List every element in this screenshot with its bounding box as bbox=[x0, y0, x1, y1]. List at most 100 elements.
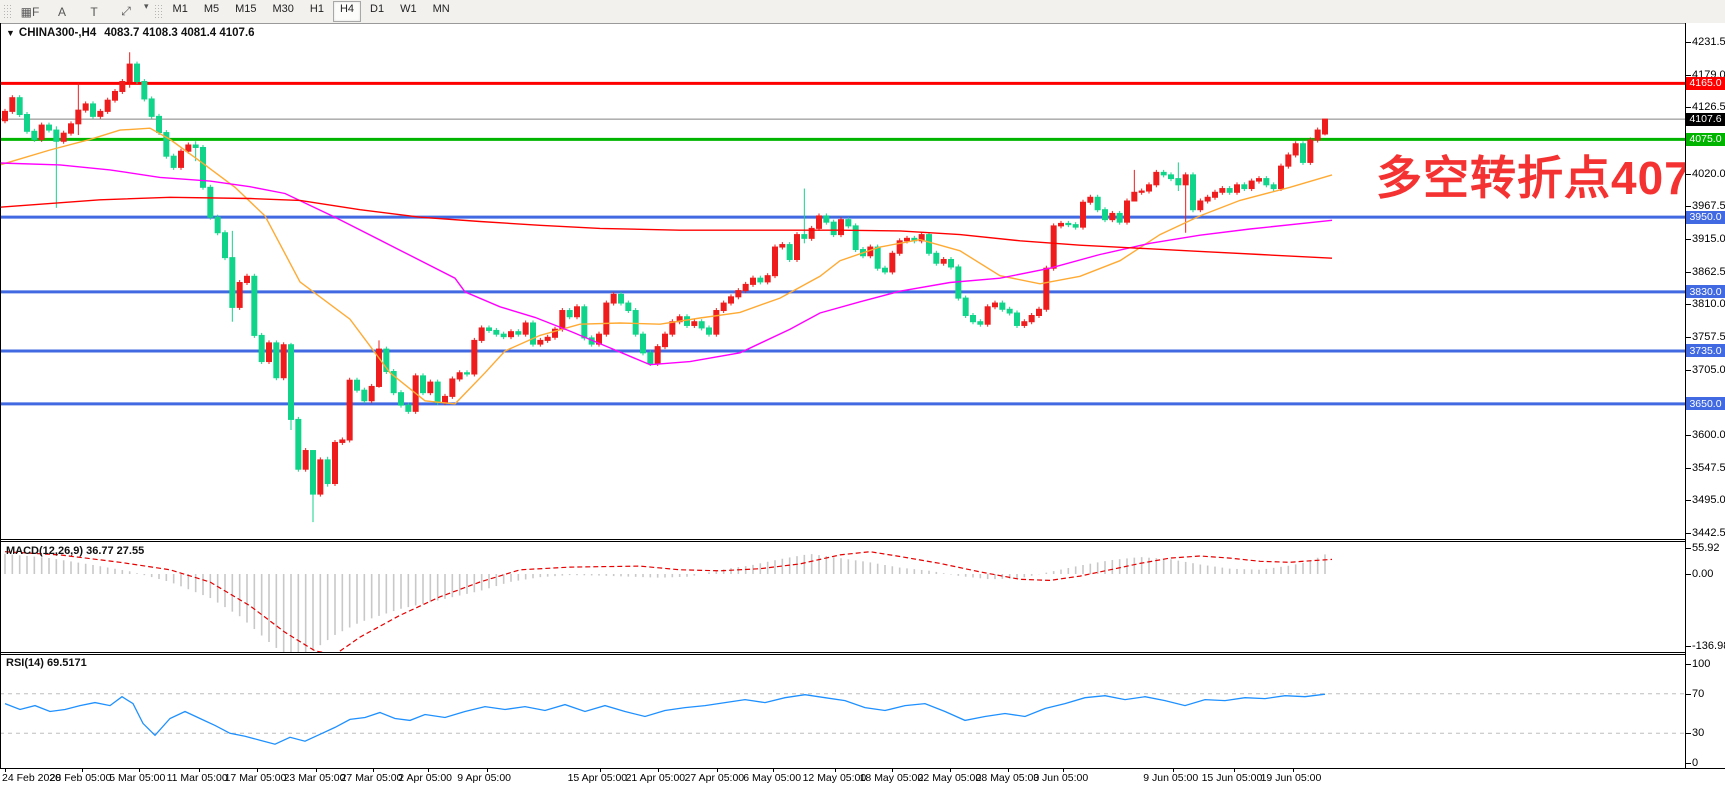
candle-body bbox=[354, 379, 360, 391]
candle-body bbox=[1094, 196, 1101, 211]
candle-body bbox=[1270, 184, 1277, 190]
tick-mark bbox=[1686, 238, 1691, 240]
time-label: 24 Feb 2020 bbox=[2, 772, 61, 784]
candle-body bbox=[1234, 184, 1240, 193]
candle-body bbox=[1138, 190, 1145, 193]
time-tick-mark bbox=[199, 769, 200, 772]
panel-splitter-rsi[interactable] bbox=[0, 652, 1725, 653]
price-tick-3810.0: 3810.0 bbox=[1692, 298, 1725, 311]
toolbar-grip-2[interactable] bbox=[153, 3, 162, 20]
candle-body bbox=[1028, 315, 1035, 323]
time-label: 28 Feb 05:00 bbox=[49, 772, 112, 784]
price-tick-4126.5: 4126.5 bbox=[1692, 101, 1725, 114]
candle-body bbox=[772, 246, 778, 277]
price-tick-3705.0: 3705.0 bbox=[1692, 363, 1725, 376]
macd-signal-line bbox=[4, 551, 1333, 652]
candle-body bbox=[383, 348, 390, 373]
price-tick-3442.5: 3442.5 bbox=[1692, 526, 1725, 539]
candle-body bbox=[933, 252, 940, 264]
timeframe-button-m30[interactable]: M30 bbox=[272, 3, 294, 15]
time-tick-mark bbox=[1234, 769, 1235, 772]
chart-title: ▼ CHINA300-,H4 4083.7 4108.3 4081.4 4107.6 bbox=[6, 27, 255, 39]
candle-body bbox=[603, 302, 610, 335]
candle-body bbox=[684, 316, 690, 326]
candle-body bbox=[999, 302, 1006, 310]
tick-mark bbox=[1686, 336, 1691, 338]
time-tick-mark bbox=[1008, 769, 1009, 772]
timeframe-button-h4[interactable]: H4 bbox=[332, 1, 362, 22]
candle-body bbox=[310, 450, 316, 495]
timeframe-button-mn[interactable]: MN bbox=[432, 3, 450, 15]
timeframe-button-w1[interactable]: W1 bbox=[400, 3, 417, 15]
candle-body bbox=[1219, 188, 1226, 193]
tick-mark bbox=[1686, 173, 1691, 175]
candle-body bbox=[1226, 188, 1233, 193]
candle-body bbox=[1241, 184, 1248, 190]
candle-body bbox=[1109, 212, 1116, 221]
candle-body bbox=[449, 378, 456, 397]
candle-body bbox=[1256, 178, 1262, 182]
candle-body bbox=[698, 321, 705, 329]
time-label: 28 May 05:00 bbox=[975, 772, 1040, 784]
font-a-icon[interactable]: A bbox=[57, 4, 66, 19]
price-tick-3967.5: 3967.5 bbox=[1692, 200, 1725, 213]
toolbar-grip[interactable] bbox=[3, 3, 11, 20]
candle-body bbox=[207, 186, 214, 218]
candle-body bbox=[229, 257, 236, 308]
candle-body bbox=[544, 336, 551, 341]
macd-panel-canvas[interactable] bbox=[0, 542, 1686, 652]
time-label: 15 Jun 05:00 bbox=[1201, 772, 1263, 784]
time-label: 12 May 05:00 bbox=[802, 772, 867, 784]
rsi-panel-canvas[interactable] bbox=[0, 655, 1686, 768]
timeframe-button-h1[interactable]: H1 bbox=[309, 3, 324, 15]
crosshair-arrows-icon[interactable]: ⤢ bbox=[121, 4, 131, 18]
candle-body bbox=[222, 232, 228, 259]
candle-body bbox=[750, 277, 756, 285]
price-tick-3600.0: 3600.0 bbox=[1692, 428, 1725, 441]
tick-mark bbox=[1686, 271, 1691, 273]
symbol-label: CHINA300-,H4 bbox=[18, 27, 97, 39]
candle-body bbox=[134, 63, 140, 83]
ma-slow-red bbox=[0, 196, 1333, 259]
candle-body bbox=[185, 144, 192, 152]
candle-body bbox=[948, 258, 954, 268]
rsi-label: RSI(14) 69.5171 bbox=[6, 657, 87, 669]
time-tick-mark bbox=[373, 769, 374, 772]
candle-body bbox=[97, 110, 104, 117]
candle-body bbox=[728, 296, 734, 304]
candle-body bbox=[823, 215, 830, 223]
candle-body bbox=[434, 381, 441, 404]
collapse-caret-icon[interactable]: ▼ bbox=[6, 28, 15, 38]
candle-body bbox=[420, 375, 426, 394]
price-tick-4020.0: 4020.0 bbox=[1692, 167, 1725, 180]
time-tick-mark bbox=[316, 769, 317, 772]
candle-body bbox=[1322, 118, 1328, 135]
panel-splitter-macd[interactable] bbox=[0, 539, 1725, 540]
candle-body bbox=[390, 371, 397, 394]
candle-body bbox=[214, 216, 221, 234]
timeframe-button-m15[interactable]: M15 bbox=[235, 3, 257, 15]
time-tick-mark bbox=[600, 769, 601, 772]
candle-body bbox=[1124, 200, 1130, 223]
chart-template-grid-icon[interactable]: ▦F bbox=[20, 4, 40, 19]
timeframe-button-m1[interactable]: M1 bbox=[172, 3, 188, 15]
tick-mark bbox=[1686, 733, 1691, 735]
ma-fast-orange bbox=[0, 127, 1333, 405]
price-badge-3650.0: 3650.0 bbox=[1686, 397, 1725, 411]
text-label-icon[interactable]: T bbox=[90, 4, 98, 19]
time-axis[interactable]: 24 Feb 2020 28 Feb 05:00 5 Mar 05:00 11 Mar… bbox=[0, 769, 1725, 788]
candle-body bbox=[984, 306, 991, 325]
time-tick-mark bbox=[1173, 769, 1174, 772]
time-tick-mark bbox=[892, 769, 893, 772]
time-tick-mark bbox=[1063, 769, 1064, 772]
price-axis[interactable]: 4231.5 4179.0 4126.5 4020.0 3967.5 3915.0 3862… bbox=[1686, 23, 1725, 769]
time-label: 9 Jun 05:00 bbox=[1143, 772, 1199, 784]
dropdown-caret-icon[interactable]: ▾ bbox=[144, 1, 149, 11]
candle-body bbox=[889, 252, 896, 273]
tick-mark bbox=[1686, 467, 1691, 469]
main-chart-canvas[interactable] bbox=[0, 23, 1686, 539]
timeframe-button-d1[interactable]: D1 bbox=[370, 3, 385, 15]
timeframe-button-m5[interactable]: M5 bbox=[203, 3, 220, 15]
candle-body bbox=[838, 219, 844, 236]
time-label: 21 Apr 05:00 bbox=[625, 772, 686, 784]
